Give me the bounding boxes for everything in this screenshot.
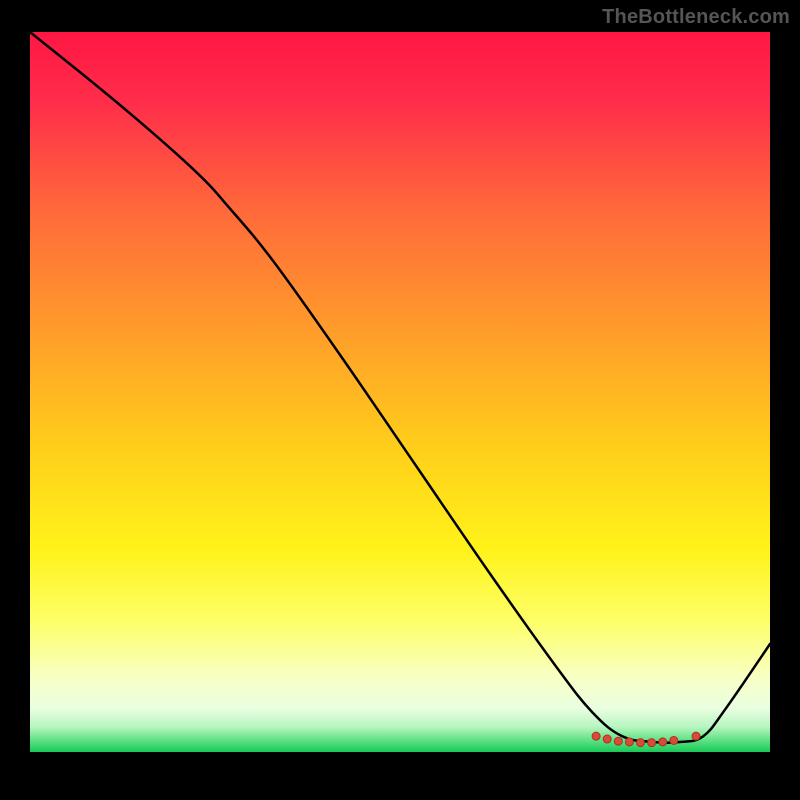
optimum-marker bbox=[670, 736, 678, 744]
watermark-text: TheBottleneck.com bbox=[602, 6, 790, 29]
optimum-marker bbox=[648, 739, 656, 747]
optimum-marker bbox=[637, 739, 645, 747]
optimum-marker bbox=[659, 738, 667, 746]
plot-gradient-background bbox=[30, 32, 770, 752]
optimum-marker bbox=[692, 732, 700, 740]
optimum-marker bbox=[625, 738, 633, 746]
bottleneck-chart-svg bbox=[0, 0, 800, 800]
chart-canvas: { "watermark": { "text": "TheBottleneck.… bbox=[0, 0, 800, 800]
optimum-marker bbox=[603, 735, 611, 743]
optimum-marker bbox=[614, 737, 622, 745]
optimum-marker bbox=[592, 732, 600, 740]
